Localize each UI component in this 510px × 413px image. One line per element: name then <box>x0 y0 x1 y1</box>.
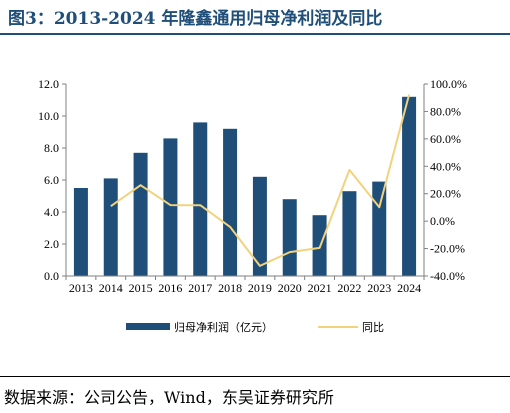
title-divider <box>0 33 510 35</box>
yoy-line <box>110 94 411 267</box>
x-tick-label-2019: 2019 <box>248 281 272 295</box>
bar-2013 <box>73 188 88 276</box>
right-tick-label: -20.0% <box>430 242 465 256</box>
legend: 归母净利润（亿元） 同比 <box>126 320 384 334</box>
left-tick-label: 2.0 <box>44 237 59 251</box>
x-tick-label-2023: 2023 <box>367 281 391 295</box>
right-tick-label: -40.0% <box>430 269 465 283</box>
x-tick-label-2021: 2021 <box>308 281 332 295</box>
x-tick-label-2013: 2013 <box>69 281 93 295</box>
x-tick-label-2022: 2022 <box>337 281 361 295</box>
x-tick-label-2017: 2017 <box>188 281 212 295</box>
x-tick-label-2020: 2020 <box>278 281 302 295</box>
legend-line-label: 同比 <box>362 321 384 334</box>
left-tick-label: 8.0 <box>44 141 59 155</box>
right-tick-label: 0.0% <box>430 214 455 228</box>
yoy-line-layer <box>110 94 411 267</box>
left-tick-label: 0.0 <box>44 269 59 283</box>
x-tick-label-2015: 2015 <box>129 281 153 295</box>
bar-2018 <box>223 128 238 276</box>
x-tick-label-2018: 2018 <box>218 281 242 295</box>
bar-2024 <box>402 96 417 276</box>
bar-2017 <box>193 122 208 277</box>
left-tick-label: 6.0 <box>44 173 59 187</box>
right-axis-ticks: -40.0% -20.0% 0.0% 20.0% 40.0% 60.0% 80.0% 100.… <box>424 77 467 283</box>
x-tick-label-2016: 2016 <box>158 281 182 295</box>
bar-2014 <box>103 178 118 276</box>
source-note: 数据来源：公司公告，Wind，东吴证券研究所 <box>4 388 334 407</box>
bar-2022 <box>342 191 357 276</box>
x-tick-label-2024: 2024 <box>397 281 421 295</box>
bar-2015 <box>133 152 148 276</box>
left-tick-label: 12.0 <box>38 77 59 91</box>
right-tick-label: 100.0% <box>430 77 467 91</box>
right-tick-label: 40.0% <box>430 159 461 173</box>
bars <box>73 96 417 277</box>
right-tick-label: 60.0% <box>430 132 461 146</box>
legend-bar-label: 归母净利润（亿元） <box>174 320 273 334</box>
bar-2020 <box>282 199 297 276</box>
figure-title: 图3：2013-2024 年隆鑫通用归母净利润及同比 <box>8 9 383 29</box>
chart: 0.0 2.0 4.0 6.0 8.0 10.0 12.0 -40.0% -20.0% 0.0%… <box>38 77 467 334</box>
legend-bar-swatch <box>126 323 170 330</box>
bar-2019 <box>252 176 267 276</box>
bar-2023 <box>372 181 387 276</box>
footer-divider <box>0 376 510 377</box>
right-tick-label: 20.0% <box>430 187 461 201</box>
right-tick-label: 80.0% <box>430 104 461 118</box>
x-axis-ticks: 2013 2014 2015 2016 2017 2018 2019 2020 2021 2022… <box>65 276 425 295</box>
left-axis-ticks: 0.0 2.0 4.0 6.0 8.0 10.0 12.0 <box>38 77 66 283</box>
left-tick-label: 10.0 <box>38 109 59 123</box>
x-tick-label-2014: 2014 <box>99 281 123 295</box>
bar-2016 <box>163 138 178 276</box>
left-tick-label: 4.0 <box>44 205 59 219</box>
